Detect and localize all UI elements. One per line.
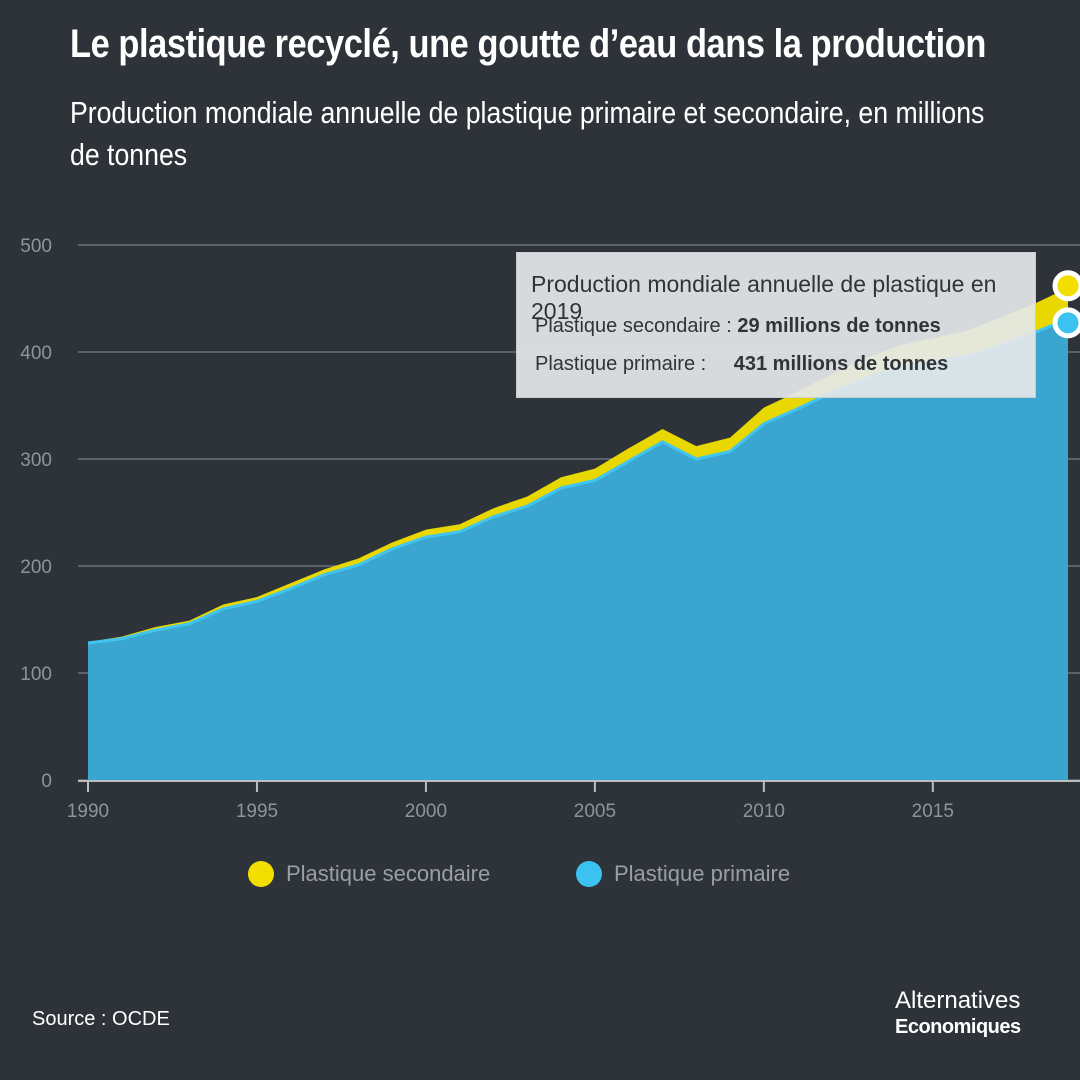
ytick-label-100: 100 <box>20 664 52 685</box>
xtick-label-2005: 2005 <box>574 801 616 822</box>
marker-secondary-2019 <box>1052 270 1080 302</box>
tooltip-secondary-row: Plastique secondaire : 29 millions de to… <box>535 315 941 338</box>
brand-line-1: Alternatives <box>895 987 1021 1014</box>
legend-label-primary: Plastique primaire <box>614 861 791 886</box>
ytick-label-400: 400 <box>20 343 52 364</box>
legend-item-secondary[interactable]: Plastique secondaire <box>248 856 490 892</box>
legend-item-primary[interactable]: Plastique primaire <box>576 856 790 892</box>
xtick-label-1990: 1990 <box>67 801 109 822</box>
tooltip-title: Production mondiale annuelle de plastiqu… <box>531 271 997 324</box>
ytick-label-300: 300 <box>20 450 52 471</box>
ytick-label-500: 500 <box>20 236 52 257</box>
legend-label-secondary: Plastique secondaire <box>286 861 491 886</box>
brand-line-2: Economiques <box>895 1016 1021 1038</box>
ytick-label-200: 200 <box>20 557 52 578</box>
legend-dot-secondary <box>248 861 274 887</box>
tooltip-secondary-label: Plastique secondaire : <box>535 315 732 337</box>
xtick-label-2015: 2015 <box>912 801 954 822</box>
tooltip-secondary-value: 29 millions de tonnes <box>737 315 941 337</box>
legend-dot-primary <box>576 861 602 887</box>
area-series-primary <box>88 318 1068 780</box>
xtick-label-2000: 2000 <box>405 801 447 822</box>
source-note: Source : OCDE <box>32 1008 170 1030</box>
marker-primary-2019 <box>1052 307 1080 339</box>
chart-subtitle: Production mondiale annuelle de plastiqu… <box>70 95 985 172</box>
chart-title: Le plastique recyclé, une goutte d’eau d… <box>70 22 986 66</box>
xtick-label-2010: 2010 <box>743 801 785 822</box>
brand-logo: Alternatives Economiques <box>895 988 1021 1040</box>
tooltip-primary-value: 431 millions de tonnes <box>733 353 949 375</box>
xtick-label-1995: 1995 <box>236 801 278 822</box>
tooltip-primary-label: Plastique primaire : <box>535 353 707 375</box>
tooltip-2019: Production mondiale annuelle de plastiqu… <box>516 252 1036 398</box>
ytick-label-0: 0 <box>41 771 52 792</box>
tooltip-primary-row: Plastique primaire : 431 millions de ton… <box>535 353 948 376</box>
